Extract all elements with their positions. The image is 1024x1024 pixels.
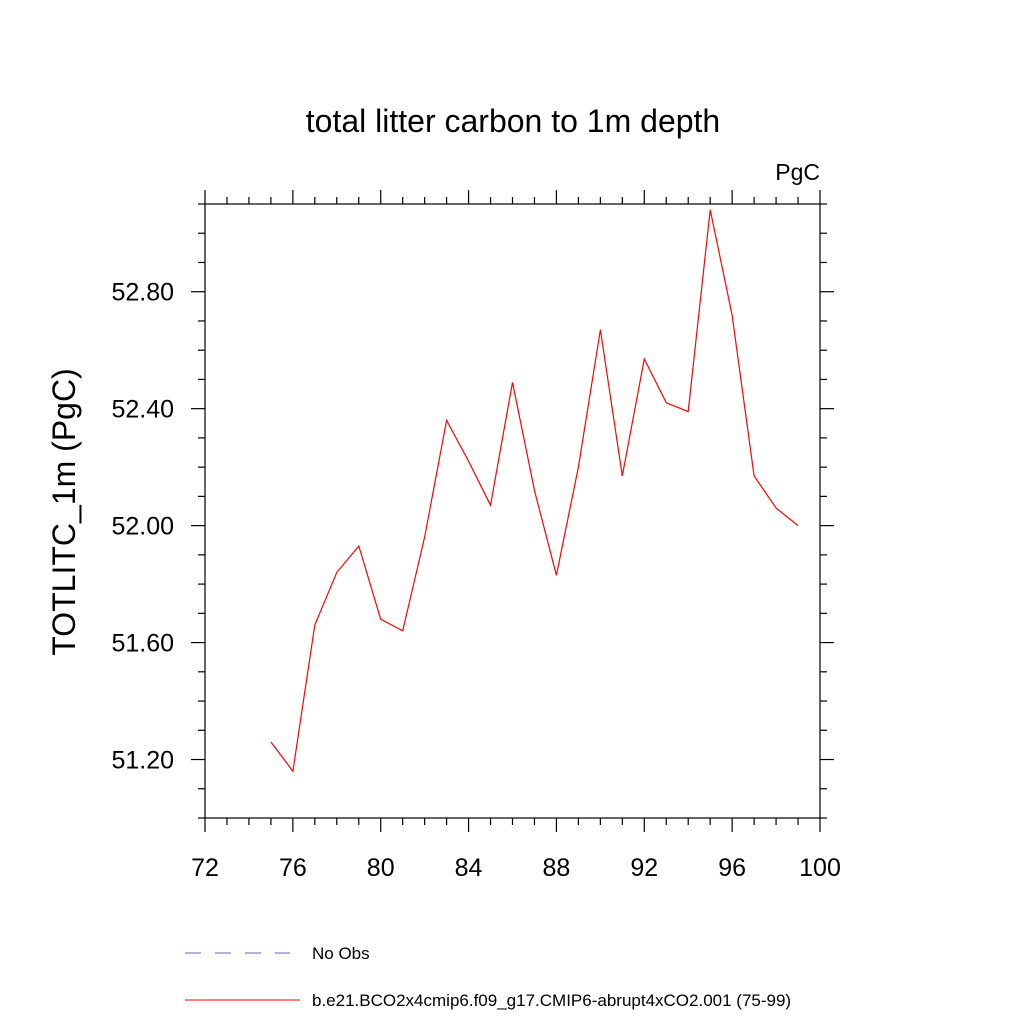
legend: No Obs b.e21.BCO2x4cmip6.f09_g17.CMIP6-a…: [185, 944, 791, 1010]
y-tick-label: 51.60: [111, 630, 174, 658]
y-axis-label: TOTLITC_1m (PgC): [46, 368, 82, 655]
chart-title: total litter carbon to 1m depth: [306, 103, 720, 139]
y-tick-label: 52.00: [111, 513, 174, 541]
series-line: [270, 209, 799, 773]
y-tick-label: 52.80: [111, 279, 174, 307]
x-tick-label: 76: [279, 854, 307, 882]
plot-frame: [204, 203, 821, 819]
x-tick-label: 80: [367, 854, 395, 882]
x-tick-label: 100: [799, 854, 841, 882]
y-tick-label: 51.20: [111, 747, 174, 775]
y-tick-label: 52.40: [111, 396, 174, 424]
x-tick-label: 72: [191, 854, 219, 882]
legend-label-no-obs: No Obs: [312, 944, 370, 963]
x-tick-label: 88: [543, 854, 571, 882]
x-tick-marks: [204, 190, 821, 832]
x-tick-label: 84: [455, 854, 483, 882]
legend-label-series: b.e21.BCO2x4cmip6.f09_g17.CMIP6-abrupt4x…: [312, 991, 791, 1010]
units-label: PgC: [775, 159, 820, 185]
x-tick-label: 92: [630, 854, 658, 882]
x-tick-label: 96: [718, 854, 746, 882]
x-tick-labels: 72 76 80 84 88 92 96 100: [191, 854, 841, 882]
series-group: [270, 209, 799, 773]
y-tick-labels: 51.20 51.60 52.00 52.40 52.80: [111, 279, 174, 775]
y-tick-marks: [191, 203, 834, 819]
